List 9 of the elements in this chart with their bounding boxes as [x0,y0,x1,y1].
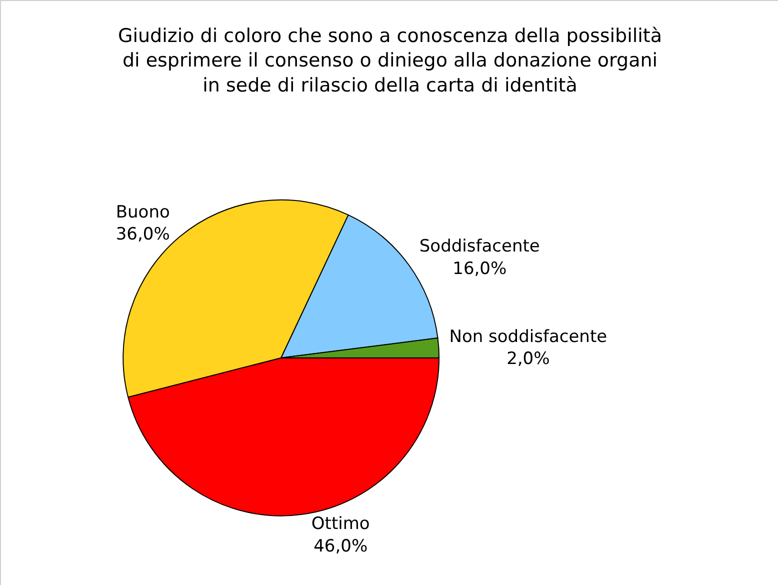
data-label: 2,0% [506,348,550,369]
chart-title: Giudizio di coloro che sono a conoscenza della possibilità di esprimere il consenso o diniego alla donazione organi in sede di rilascio della carta di identità [118,24,662,96]
slice-label: Soddisfacente [419,236,540,257]
data-label: 36,0% [116,224,170,245]
slice-label: Non soddisfacente [449,326,608,347]
slice-label: Buono [116,202,170,223]
data-label: 46,0% [314,536,368,556]
slice-label: Ottimo [311,514,370,534]
data-label: 16,0% [452,258,507,279]
